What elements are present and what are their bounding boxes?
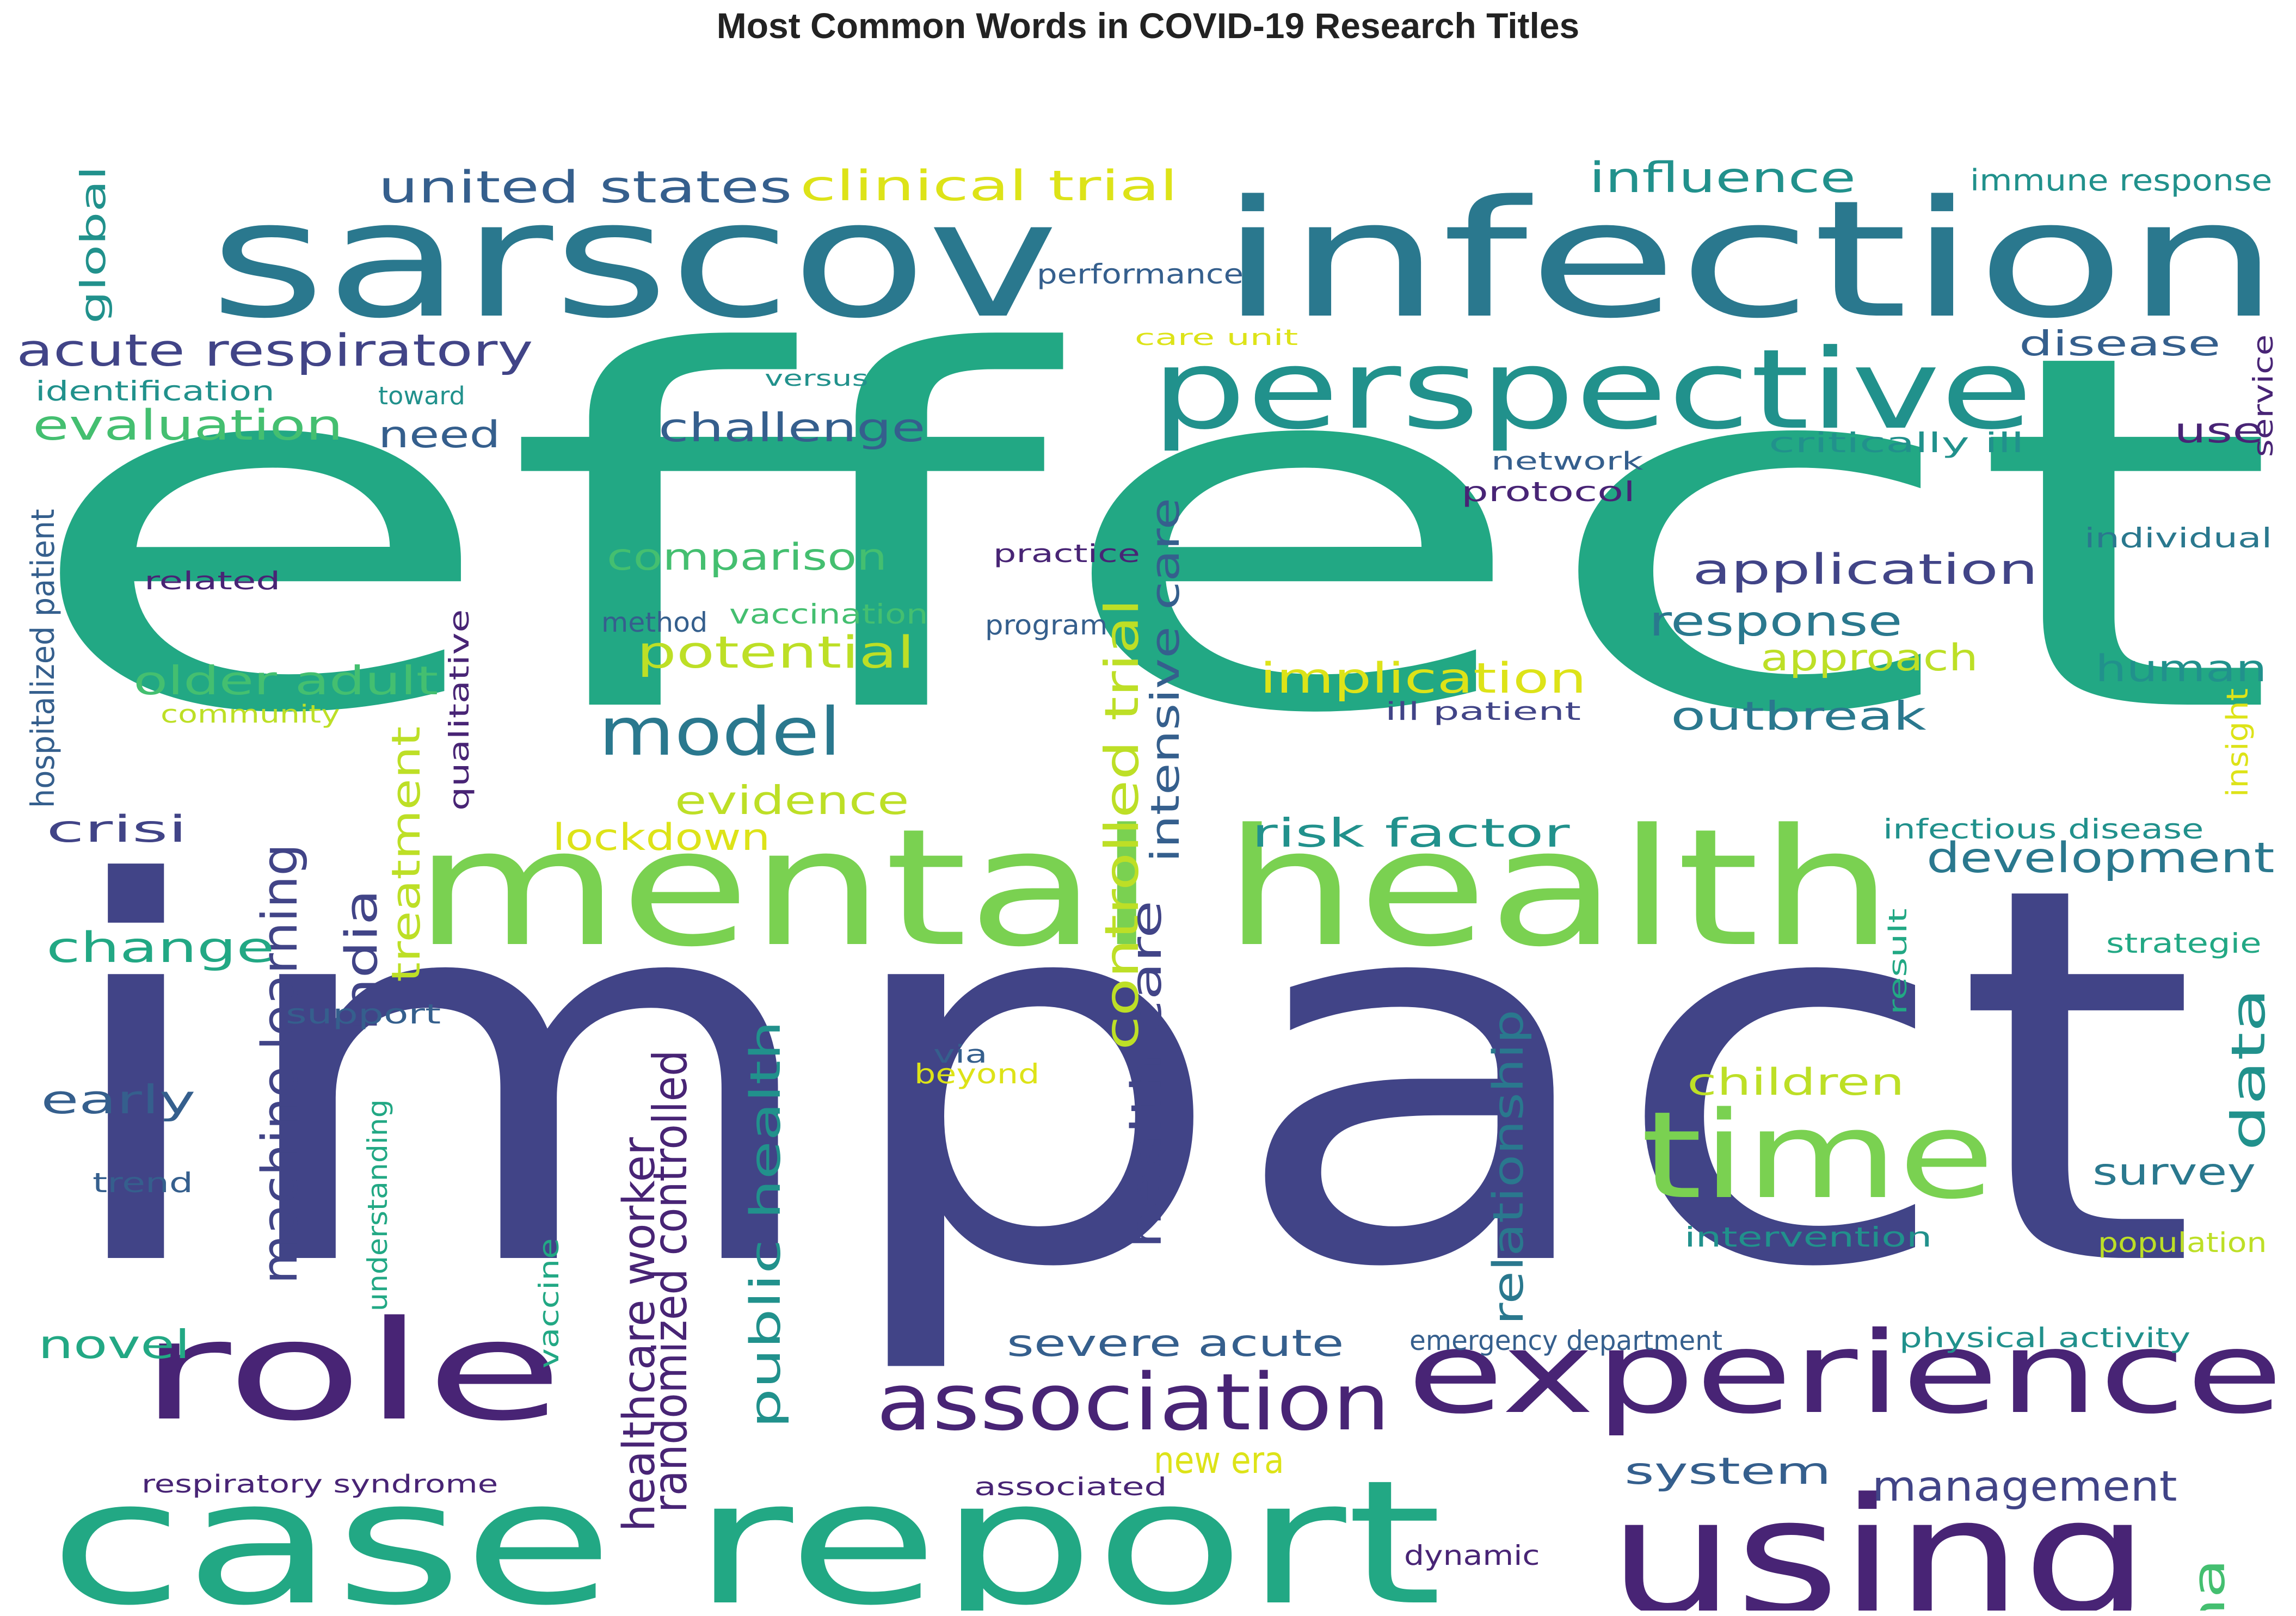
word-risk-factor: risk factor: [1252, 810, 1570, 856]
word-infection: infection: [1219, 166, 2280, 354]
word-response: response: [1649, 597, 1903, 646]
word-new-era: new era: [1154, 1439, 1284, 1482]
word-immune-response: immune response: [1970, 163, 2273, 198]
word-use: use: [2174, 411, 2264, 451]
word-experience: experience: [1407, 1307, 2280, 1439]
word-identification: identification: [35, 375, 275, 407]
word-ill-patient: ill patient: [1385, 697, 1581, 726]
word-global: global: [73, 165, 113, 324]
word-severe-acute: severe acute: [1007, 1322, 1344, 1365]
word-implication: implication: [1260, 655, 1587, 703]
word-related: related: [144, 566, 281, 595]
word-treatment: treatment: [383, 726, 429, 982]
word-potential: potential: [637, 627, 915, 679]
word-intensive-care: intensive care: [1142, 497, 1188, 862]
word-vaccine: vaccine: [533, 1238, 565, 1368]
word-evaluation: evaluation: [33, 402, 343, 450]
word-challenge: challenge: [658, 405, 926, 451]
word-result: result: [1883, 908, 1912, 1015]
word-human: human: [2095, 647, 2267, 690]
word-approach: approach: [1761, 636, 1978, 679]
word-association: association: [876, 1356, 1390, 1448]
word-community: community: [161, 700, 340, 729]
word-sarscov: sarscov: [210, 166, 1059, 354]
word-emergency-department: emergency department: [1409, 1325, 1722, 1356]
word-strategie: strategie: [2106, 928, 2262, 959]
word-model: model: [599, 693, 841, 770]
word-vaccination: vaccination: [729, 599, 928, 630]
word-trend: trend: [93, 1167, 193, 1199]
word-toward: toward: [378, 381, 465, 410]
word-versus: versus: [765, 365, 869, 391]
word-support: support: [286, 998, 441, 1030]
word-development: development: [1926, 834, 2275, 883]
word-machine-learning: machine learning: [251, 843, 309, 1284]
word-united-states: united states: [378, 162, 792, 213]
word-respiratory-syndrome: respiratory syndrome: [141, 1470, 498, 1498]
word-understanding: understanding: [362, 1099, 393, 1311]
word-associated: associated: [974, 1472, 1167, 1501]
word-application: application: [1692, 546, 2038, 594]
word-time: time: [1641, 1086, 1995, 1226]
word-physical-activity: physical activity: [1899, 1322, 2191, 1354]
word-practice: practice: [993, 539, 1140, 568]
word-older-adult: older adult: [133, 658, 439, 704]
word-need: need: [378, 413, 501, 456]
word-effect: effect: [16, 251, 2280, 821]
word-public-health: public health: [742, 1020, 790, 1428]
word-program: program: [985, 609, 1108, 641]
word-via: via: [933, 1040, 988, 1069]
word-perspective: perspective: [1151, 325, 2033, 454]
word-comparison: comparison: [607, 535, 888, 578]
word-relationship: relationship: [1485, 1009, 1533, 1325]
word-protocol: protocol: [1461, 476, 1635, 508]
word-qualitative: qualitative: [444, 609, 475, 811]
word-network: network: [1491, 447, 1643, 476]
word-lockdown: lockdown: [552, 816, 771, 859]
word-system: system: [1624, 1450, 1832, 1492]
word-population: population: [2098, 1227, 2267, 1259]
word-critically-ill: critically ill: [1769, 427, 2024, 459]
word-survey: survey: [2092, 1150, 2256, 1193]
word-change: change: [46, 924, 275, 972]
word-using: using: [1608, 1464, 2150, 1611]
word-beyond: beyond: [914, 1058, 1040, 1090]
word-evidence: evidence: [675, 778, 909, 823]
word-method: method: [601, 607, 708, 638]
word-performance: performance: [1037, 258, 1244, 290]
word-health-care: health care: [1123, 900, 1171, 1249]
word-data: data: [2222, 988, 2276, 1151]
word-cloud: effect impact sarscov infection mental healt…: [16, 73, 2280, 1611]
word-mental-health: mental health: [414, 794, 1894, 983]
word-infectious-disease: infectious disease: [1883, 813, 2204, 845]
word-influence: influence: [1589, 154, 1856, 202]
word-clinical-trial: clinical trial: [800, 162, 1178, 211]
word-case-report: case report: [49, 1444, 1443, 1611]
word-dynamic: dynamic: [1404, 1540, 1540, 1571]
word-outbreak: outbreak: [1671, 693, 1926, 739]
word-context: context: [1434, 1607, 1554, 1611]
word-children: children: [1687, 1060, 1905, 1103]
word-acute-respiratory: acute respiratory: [16, 325, 533, 377]
word-novel: novel: [38, 1322, 190, 1367]
word-disease: disease: [2019, 324, 2221, 363]
word-intervention: intervention: [1684, 1222, 1932, 1253]
word-hospitalized-patient: hospitalized patient: [24, 509, 61, 808]
word-healthcare-worker: healthcare worker: [614, 1137, 665, 1532]
word-management: management: [1872, 1463, 2177, 1511]
word-role: role: [139, 1292, 564, 1451]
word-early: early: [41, 1077, 196, 1122]
word-crisi: crisi: [46, 807, 188, 850]
word-individual: individual: [2084, 522, 2273, 554]
word-insight: insight: [2220, 688, 2255, 797]
word-impact: impact: [49, 776, 2199, 1380]
word-china: china: [2184, 1558, 2235, 1611]
word-care-unit: care unit: [1135, 324, 1298, 350]
chart-title: Most Common Words in COVID-19 Research T…: [716, 5, 1580, 46]
